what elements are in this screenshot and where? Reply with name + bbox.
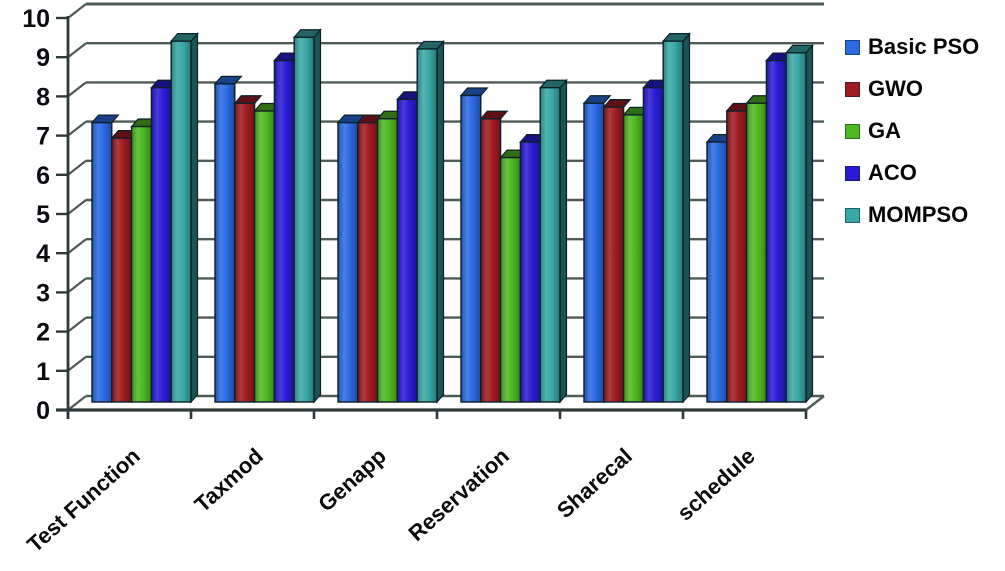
- x-category-label-genapp: Genapp: [313, 443, 391, 516]
- bar-gwo-reservation: [480, 118, 502, 403]
- y-tick-label-9: 9: [36, 44, 50, 72]
- bar-gwo-genapp: [357, 121, 379, 403]
- depth-tick-y9: [67, 42, 87, 59]
- bar-cap-gwo-taxmod: [233, 95, 263, 104]
- bar-side-mompso-reservation: [559, 78, 568, 404]
- bar-mompso-reservation: [539, 87, 561, 403]
- depth-tick-y6: [67, 159, 87, 176]
- bar-gwo-schedule: [726, 110, 748, 403]
- legend-swatch-aco: [845, 165, 860, 181]
- x-category-label-schedule: schedule: [672, 443, 760, 525]
- bar-cap-basic-pso-sharecal: [582, 95, 612, 104]
- legend-item-gwo: GWO: [845, 68, 979, 110]
- bar-mompso-test-function: [170, 40, 192, 403]
- bar-gwo-taxmod: [234, 102, 256, 403]
- bar-basic-pso-schedule: [706, 141, 728, 403]
- bar-side-mompso-genapp: [436, 39, 445, 404]
- x-category-label-taxmod: Taxmod: [190, 443, 268, 517]
- legend-item-aco: ACO: [845, 152, 979, 194]
- bar-basic-pso-genapp: [337, 121, 359, 403]
- bar-mompso-taxmod: [293, 36, 315, 403]
- bar-ga-test-function: [130, 125, 153, 403]
- bar-aco-taxmod: [273, 59, 295, 403]
- legend-item-mompso: MOMPSO: [845, 194, 979, 236]
- y-tick-label-10: 10: [22, 5, 50, 33]
- legend-label: Basic PSO: [868, 34, 980, 59]
- legend-item-basic-pso: Basic PSO: [845, 26, 979, 68]
- legend-swatch-gwo: [845, 81, 860, 97]
- bar-cap-basic-pso-reservation: [459, 87, 489, 97]
- bar-side-mompso-sharecal: [682, 32, 691, 404]
- bar-aco-sharecal: [642, 87, 664, 403]
- depth-tick-y7: [67, 120, 87, 137]
- bar-cap-gwo-reservation: [479, 110, 509, 120]
- depth-tick-y0: [67, 395, 87, 411]
- depth-tick-y3: [67, 277, 87, 294]
- bar-aco-reservation: [519, 141, 541, 403]
- y-tick-label-2: 2: [36, 319, 50, 347]
- bar-ga-taxmod: [253, 110, 276, 403]
- y-tick-label-8: 8: [36, 83, 50, 111]
- y-tick-label-0: 0: [36, 397, 50, 425]
- y-tick-label-4: 4: [36, 240, 50, 268]
- legend-item-ga: GA: [845, 110, 979, 152]
- bar-basic-pso-taxmod: [214, 83, 236, 403]
- bar-aco-test-function: [150, 87, 172, 403]
- floor-right-diagonal: [805, 395, 825, 411]
- bar-side-mompso-taxmod: [313, 28, 322, 404]
- depth-tick-y4: [67, 238, 87, 255]
- bar-ga-reservation: [499, 156, 522, 403]
- bar-aco-genapp: [396, 98, 418, 403]
- depth-tick-y5: [67, 199, 87, 215]
- legend-label: MOMPSO: [868, 202, 969, 227]
- bar-ga-genapp: [376, 118, 399, 403]
- bar-gwo-sharecal: [603, 106, 625, 403]
- bar-ga-sharecal: [622, 114, 645, 403]
- bar-basic-pso-test-function: [91, 121, 113, 403]
- y-tick-label-5: 5: [36, 201, 50, 229]
- x-category-label-sharecal: Sharecal: [552, 443, 637, 523]
- bar-gwo-test-function: [111, 137, 133, 403]
- legend-swatch-ga: [845, 123, 860, 139]
- bar-side-mompso-test-function: [190, 32, 199, 404]
- bar-basic-pso-reservation: [460, 94, 482, 403]
- x-category-label-test-function: Test Function: [22, 443, 145, 557]
- y-tick-label-7: 7: [36, 123, 50, 151]
- bar-mompso-genapp: [416, 48, 438, 403]
- bar-mompso-sharecal: [662, 40, 684, 403]
- legend-swatch-basic-pso: [845, 39, 860, 55]
- x-category-label-reservation: Reservation: [404, 443, 514, 546]
- depth-tick-y10: [67, 3, 87, 19]
- depth-tick-y8: [67, 81, 87, 98]
- legend-label: GA: [868, 118, 901, 143]
- bar-aco-schedule: [765, 59, 787, 403]
- legend-label: ACO: [868, 160, 917, 185]
- legend-label: GWO: [868, 76, 923, 101]
- y-tick-label-6: 6: [36, 162, 50, 190]
- bar-ga-schedule: [745, 102, 768, 403]
- bar-mompso-schedule: [785, 52, 807, 403]
- depth-tick-y1: [67, 355, 87, 372]
- bar-cap-gwo-sharecal: [602, 99, 632, 108]
- legend-swatch-mompso: [845, 207, 860, 223]
- y-tick-label-3: 3: [36, 279, 50, 307]
- depth-tick-y2: [67, 316, 87, 333]
- bar-basic-pso-sharecal: [583, 102, 605, 403]
- y-tick-label-1: 1: [36, 358, 50, 386]
- bar-side-mompso-schedule: [805, 43, 814, 404]
- chart-legend: Basic PSO GWO GA ACO MOMPSO: [845, 26, 979, 236]
